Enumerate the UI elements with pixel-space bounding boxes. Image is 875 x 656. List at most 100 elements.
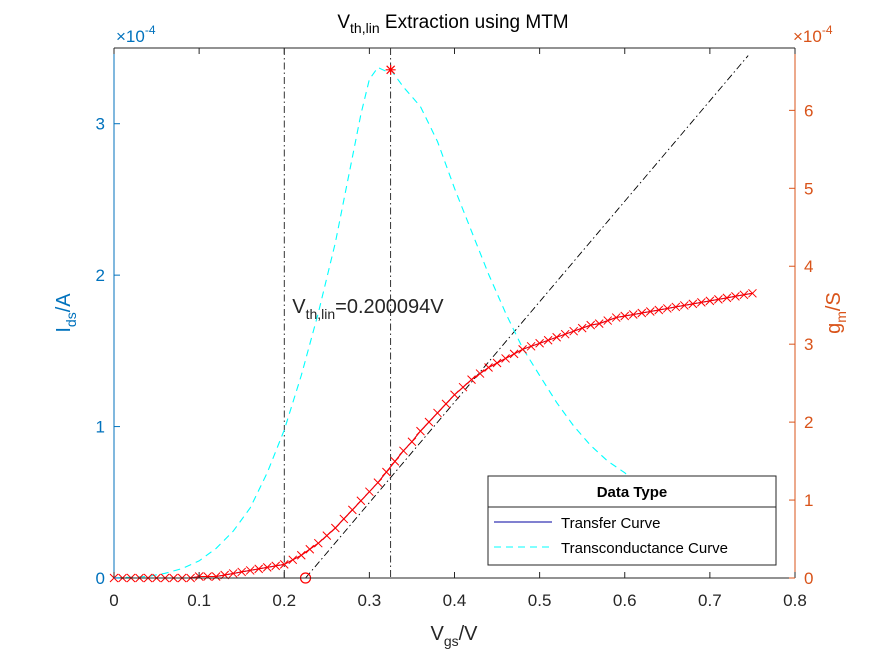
x-axis-label-sub: gs [444,633,459,649]
legend-box [487,475,777,566]
vth-annotation-rest: =0.200094V [335,296,444,318]
data-point-marker [569,326,579,336]
x-tick-label: 0.2 [272,591,296,610]
data-point-marker [586,320,596,330]
x-tick-label: 0 [109,591,118,610]
data-point-marker [279,560,289,569]
data-point-marker [475,369,485,378]
data-point-marker [237,567,247,577]
right-y-tick-label: 3 [804,335,813,354]
data-point-marker [245,566,255,575]
data-point-marker [688,299,698,309]
data-point-marker [305,544,315,554]
x-tick-label: 0.5 [528,591,552,610]
data-point-marker [322,531,332,540]
right-y-axis-label: gm/S [823,292,849,334]
left-y-axis-label-rest: /A [53,293,75,313]
data-point-marker [611,313,621,322]
data-point-marker [679,301,689,310]
data-point-marker [620,311,630,321]
chart-title-rest: Extraction using MTM [380,12,569,33]
chart-title: Vth,lin Extraction using MTM [337,12,568,36]
data-point-marker [296,550,306,560]
legend: Data Type Transfer Curve Transconductanc… [487,475,777,566]
x-tick-label: 0.3 [358,591,382,610]
tangent-line [305,55,749,579]
data-point-marker [313,538,323,548]
data-point-marker [203,572,212,581]
right-y-axis-label-main: g [823,323,845,334]
legend-entry-transfer: Transfer Curve [561,515,660,532]
data-point-marker [271,561,281,571]
data-point-marker [390,457,400,466]
vth-annotation: Vth,lin=0.200094V [292,296,444,322]
data-point-marker [697,298,706,307]
data-point-marker [705,296,715,306]
right-y-tick-label: 2 [804,413,813,432]
axes-layer: 0 0.1 0.2 0.3 0.4 0.5 0.6 0.7 0.8 0 1 2 3 0 1 2 3 4 5 6 [96,47,813,610]
right-y-tick-label: 0 [804,569,813,588]
right-y-axis-label-sub: m [833,311,849,323]
data-point-marker [492,358,502,368]
data-point-marker [262,563,272,572]
transconductance-curve [113,66,660,579]
right-y-tick-label: 6 [804,101,813,120]
right-exponent-base: ×10 [793,27,822,46]
x-axis-label-rest: /V [459,623,479,645]
data-point-marker [637,308,647,318]
series-layer [113,66,753,579]
data-point-marker [509,349,519,359]
left-y-axis-label-sub: ds [63,312,79,327]
data-point-marker [662,304,672,313]
data-point-marker [526,341,536,351]
data-point-marker [535,338,544,348]
data-point-marker [228,569,238,578]
left-y-axis-label-main: I [53,327,75,333]
data-point-marker [577,323,587,333]
left-y-tick-label: 0 [96,569,105,588]
right-exponent-power: -4 [822,23,833,37]
left-y-tick-label: 3 [96,115,105,134]
data-point-marker [254,564,264,574]
x-tick-label: 0.8 [783,591,807,610]
left-y-tick-label: 2 [96,266,105,285]
vth-annotation-main: V [292,296,306,318]
data-point-marker [594,319,604,328]
x-tick-label: 0.1 [187,591,211,610]
left-y-axis-label: Ids/A [53,293,79,333]
data-point-marker [441,399,451,409]
data-point-marker [560,329,570,339]
right-y-axis-label-rest: /S [823,292,845,311]
data-point-marker [467,375,476,384]
legend-entry-transconductance: Transconductance Curve [561,540,728,557]
data-point-marker [671,302,681,312]
x-axis-label: Vgs/V [430,623,478,649]
data-point-marker [450,390,459,400]
data-point-marker [714,295,723,304]
x-tick-label: 0.7 [698,591,722,610]
data-point-marker [288,555,298,565]
markers-layer [109,64,757,584]
data-point-marker [373,478,383,487]
data-point-marker [347,505,357,515]
x-tick-label: 0.4 [443,591,467,610]
data-point-marker [356,496,366,506]
data-point-marker [543,335,553,345]
chart-title-sub: th,lin [350,20,380,36]
data-point-marker [211,572,221,581]
data-point-marker [731,291,740,301]
legend-title: Data Type [597,484,668,501]
data-point-marker [365,487,374,497]
data-point-marker [433,408,442,418]
data-point-marker [407,437,417,447]
left-exponent-label: ×10-4 [116,23,156,46]
data-point-marker [654,305,664,315]
chart-title-main: V [337,12,350,33]
peak-gm-marker [385,64,396,75]
data-point-marker [628,310,638,319]
data-point-marker [339,514,349,524]
data-point-marker [330,523,340,533]
data-point-marker [739,290,749,300]
data-point-marker [552,332,562,342]
